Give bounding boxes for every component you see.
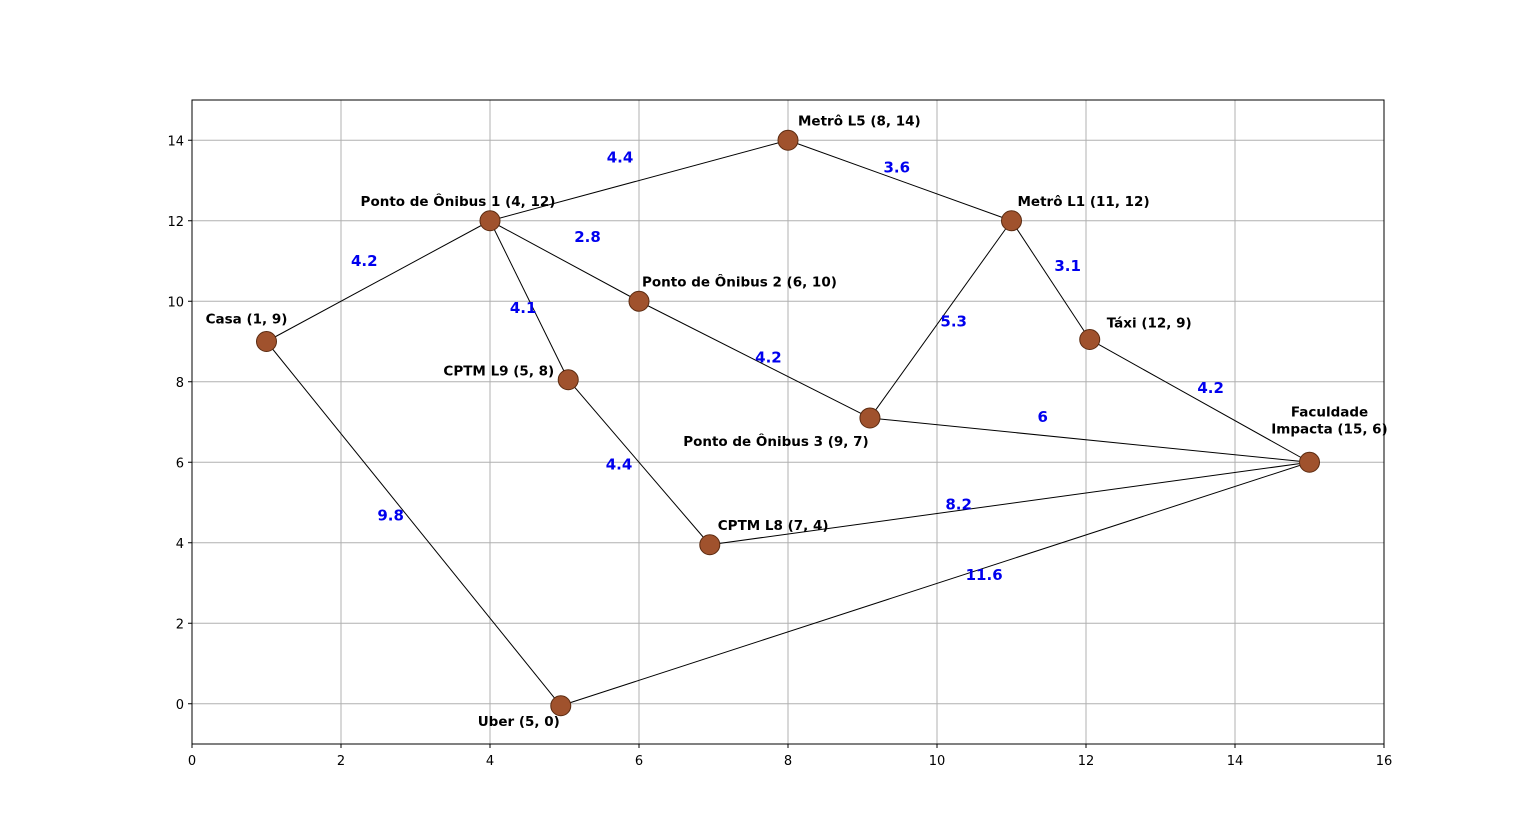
edge-weight-label: 11.6 <box>966 566 1003 584</box>
node-label-faculdade: Impacta (15, 6) <box>1271 421 1387 437</box>
edge-metro5-metro1 <box>787 139 1012 222</box>
y-tick-label: 4 <box>176 537 184 552</box>
x-tick-label: 2 <box>337 754 345 769</box>
edge-weight-label: 4.1 <box>510 299 537 317</box>
x-tick-label: 4 <box>486 754 494 769</box>
nodes <box>256 129 1320 717</box>
node-label-uber: Uber (5, 0) <box>478 714 560 730</box>
node-label-cptm8: CPTM L8 (7, 4) <box>718 518 829 534</box>
node-po3 <box>859 407 881 429</box>
x-tick-label: 14 <box>1227 754 1244 769</box>
node-label-taxi: Táxi (12, 9) <box>1107 315 1192 331</box>
edge-weight-label: 4.2 <box>1197 379 1224 397</box>
node-label-casa: Casa (1, 9) <box>206 312 288 328</box>
edge-weight-label: 4.4 <box>607 149 634 167</box>
edge-weight-label: 5.3 <box>940 312 967 330</box>
x-tick-label: 10 <box>929 754 946 769</box>
x-tick-label: 16 <box>1376 754 1393 769</box>
node-taxi <box>1079 328 1101 350</box>
node-label-faculdade: Faculdade <box>1291 404 1368 420</box>
edge-po1-po2 <box>489 220 640 302</box>
edge-cptm9-cptm8 <box>567 379 711 546</box>
edge-weight-label: 6 <box>1038 408 1048 426</box>
edge-weight-label: 3.1 <box>1054 257 1081 275</box>
edge-taxi-faculdade <box>1089 339 1310 463</box>
node-label-po1: Ponto de Ônibus 1 (4, 12) <box>361 192 556 210</box>
node-metro5 <box>777 129 799 151</box>
edge-metro1-po3 <box>869 220 1012 419</box>
edge-weight-label: 9.8 <box>377 507 404 525</box>
y-tick-label: 6 <box>176 456 184 471</box>
edge-po3-faculdade <box>869 417 1310 463</box>
edge-uber-faculdade <box>560 461 1310 707</box>
node-po1 <box>479 210 501 232</box>
x-tick-label: 8 <box>784 754 792 769</box>
node-metro1 <box>1001 210 1022 232</box>
node-casa <box>256 331 277 352</box>
edge-po1-metro5 <box>489 139 789 222</box>
node-cptm9 <box>557 369 579 391</box>
node-po2 <box>628 290 650 312</box>
axis-ticks: 0 2 4 6 8 10 12 14 16 0 2 4 6 8 10 12 14 <box>167 134 1392 769</box>
edge-metro1-taxi <box>1011 220 1091 340</box>
edge-po1-cptm9 <box>489 220 569 380</box>
node-label-po3: Ponto de Ônibus 3 (9, 7) <box>683 432 869 450</box>
node-label-metro1: Metrô L1 (11, 12) <box>1018 194 1150 210</box>
edge-weight-label: 2.8 <box>574 228 601 246</box>
y-tick-label: 14 <box>167 134 184 149</box>
node-labels: Casa (1, 9) Ponto de Ônibus 1 (4, 12) Pont… <box>206 113 1388 730</box>
y-tick-label: 0 <box>176 698 184 713</box>
edge-weight-label: 4.2 <box>755 349 782 367</box>
y-tick-label: 8 <box>176 376 184 391</box>
node-faculdade <box>1299 451 1320 473</box>
y-tick-label: 12 <box>167 215 184 230</box>
y-tick-label: 2 <box>176 617 184 632</box>
node-cptm8 <box>699 534 721 556</box>
edge-weight-label: 4.4 <box>606 455 633 473</box>
x-tick-label: 0 <box>188 754 196 769</box>
x-tick-label: 6 <box>635 754 643 769</box>
node-label-po2: Ponto de Ônibus 2 (6, 10) <box>642 272 837 290</box>
node-uber <box>550 695 572 717</box>
x-tick-label: 12 <box>1078 754 1095 769</box>
edge-weight-labels: 4.2 9.8 4.4 2.8 4.1 4.2 3.6 5.3 3.1 4.2 6 4.4 8.2 11.… <box>351 149 1224 585</box>
edge-po2-po3 <box>638 300 871 419</box>
node-label-cptm9: CPTM L9 (5, 8) <box>443 364 554 380</box>
edge-weight-label: 3.6 <box>883 159 910 177</box>
edge-weight-label: 8.2 <box>945 496 972 514</box>
edge-casa-po1 <box>266 220 491 342</box>
edge-casa-uber <box>266 341 562 707</box>
edges <box>266 139 1310 707</box>
node-label-metro5: Metrô L5 (8, 14) <box>798 113 921 129</box>
edge-weight-label: 4.2 <box>351 252 378 270</box>
y-tick-label: 10 <box>167 295 184 310</box>
edge-cptm8-faculdade <box>709 461 1310 546</box>
